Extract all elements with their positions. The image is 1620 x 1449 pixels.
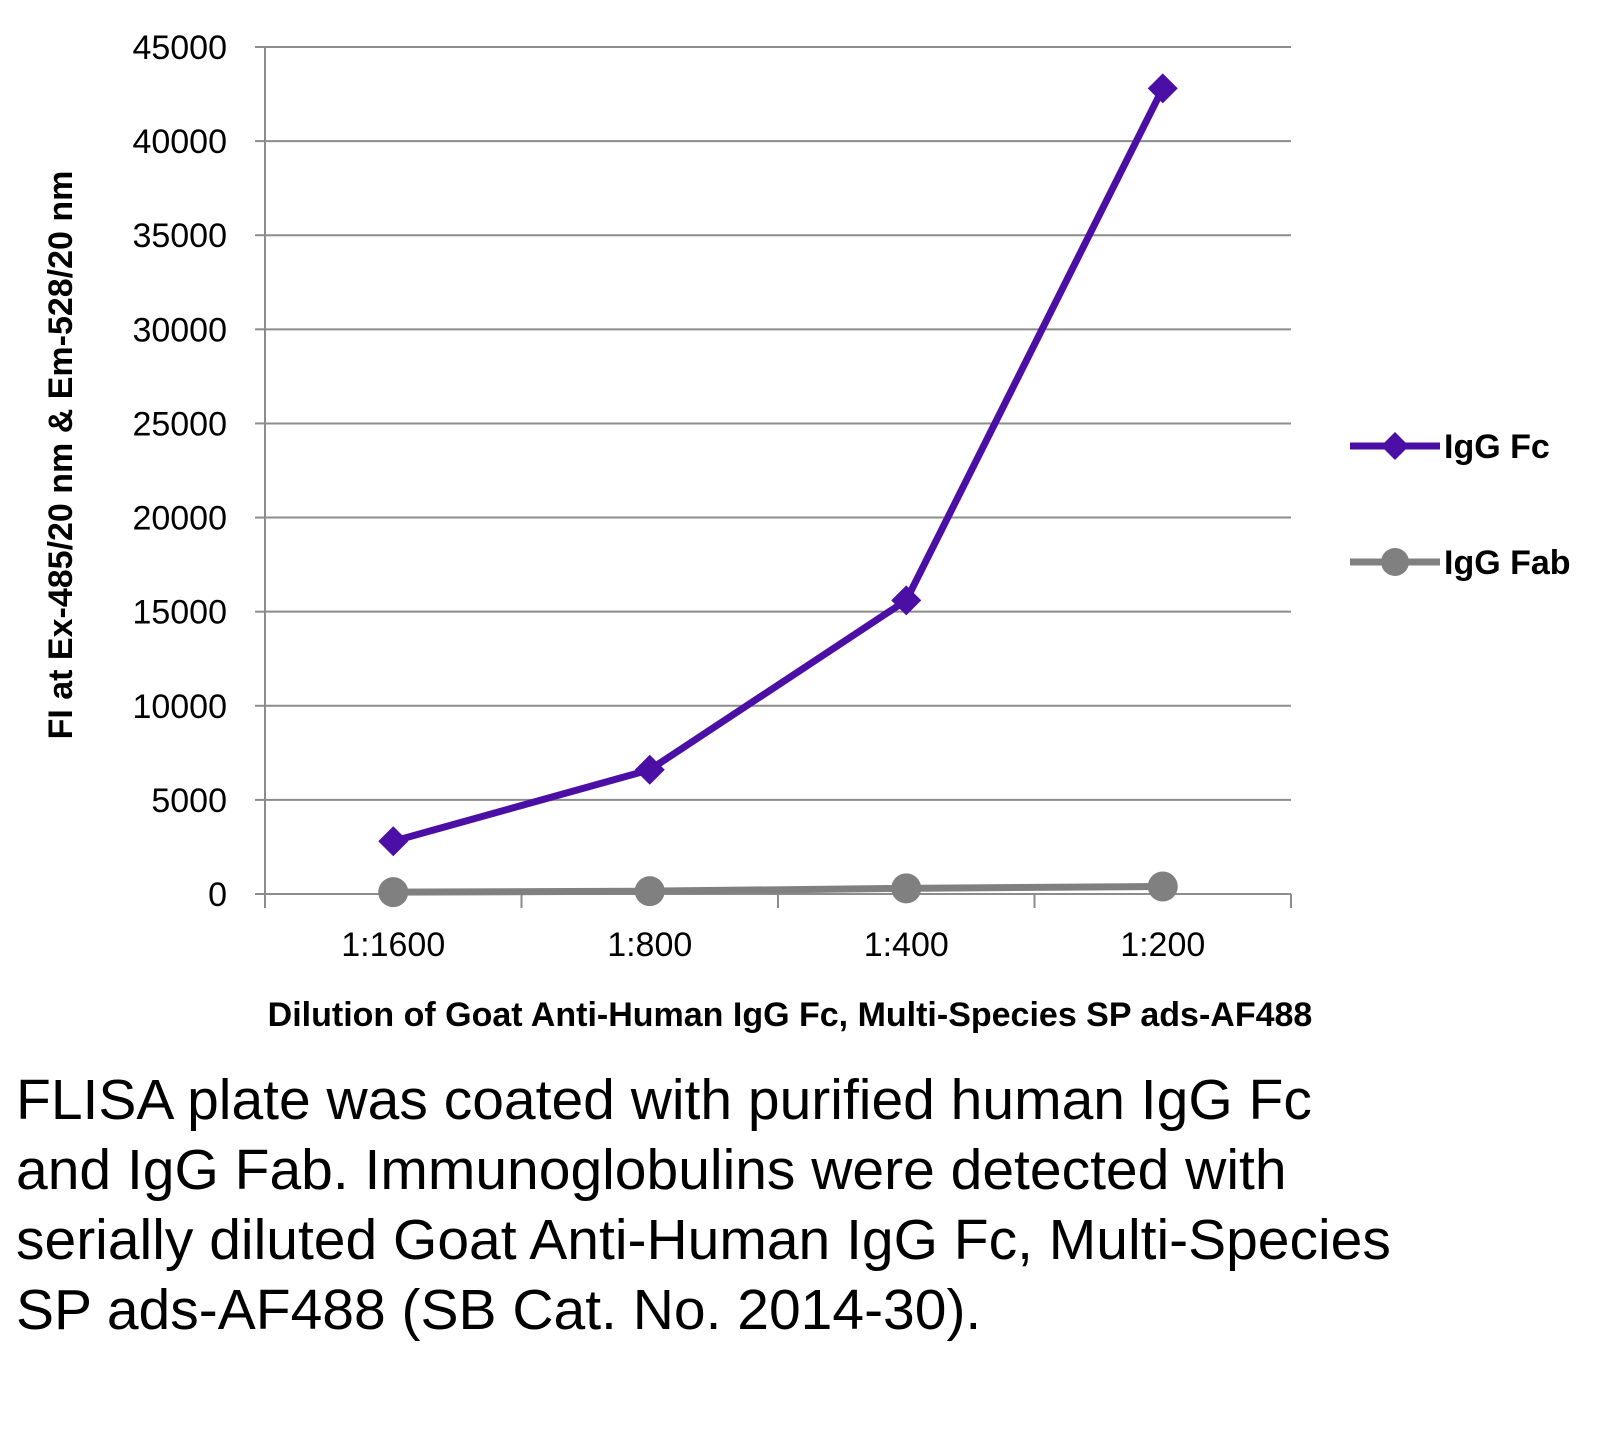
series-line bbox=[392, 86, 1166, 845]
y-tick-label: 10000 bbox=[132, 688, 227, 726]
x-tick-label: 1:800 bbox=[607, 926, 692, 964]
figure-caption: FLISA plate was coated with purified hum… bbox=[16, 1068, 1391, 1342]
series-igg-fab bbox=[378, 871, 1178, 908]
x-tick-label: 1:1600 bbox=[341, 926, 445, 964]
data-point bbox=[891, 585, 922, 616]
data-point bbox=[378, 877, 409, 908]
data-point bbox=[891, 873, 922, 904]
y-axis-title: FI at Ex-485/20 nm & Em-528/20 nm bbox=[42, 171, 80, 740]
data-point bbox=[634, 876, 665, 907]
y-tick-label: 5000 bbox=[151, 782, 227, 820]
y-tick-label: 0 bbox=[208, 876, 227, 914]
data-point bbox=[378, 826, 409, 857]
legend-item: IgG Fab bbox=[1350, 544, 1571, 582]
x-tick-label: 1:400 bbox=[864, 926, 949, 964]
data-point bbox=[1147, 73, 1178, 104]
y-tick-label: 35000 bbox=[132, 217, 227, 255]
legend: IgG Fc IgG Fab bbox=[1350, 428, 1571, 582]
series-igg-fc bbox=[378, 73, 1178, 857]
y-tick-label: 40000 bbox=[132, 123, 227, 161]
legend-item: IgG Fc bbox=[1350, 428, 1550, 466]
series-group bbox=[378, 73, 1178, 908]
chart: 0 5000 10000 15000 20000 25000 30000 35000 40000… bbox=[42, 29, 1571, 1034]
data-point bbox=[634, 754, 665, 785]
y-tick-label: 45000 bbox=[132, 29, 227, 67]
x-tick-label: 1:200 bbox=[1120, 926, 1205, 964]
legend-label: IgG Fc bbox=[1444, 428, 1550, 466]
axes: 0 5000 10000 15000 20000 25000 30000 35000 40000… bbox=[132, 29, 1292, 964]
x-axis-title: Dilution of Goat Anti-Human IgG Fc, Mult… bbox=[268, 996, 1313, 1034]
y-tick-label: 15000 bbox=[132, 594, 227, 632]
series-line bbox=[393, 882, 1163, 896]
legend-marker bbox=[1381, 432, 1409, 460]
y-tick-label: 20000 bbox=[132, 500, 227, 538]
y-tick-label: 30000 bbox=[132, 311, 227, 349]
legend-label: IgG Fab bbox=[1444, 544, 1571, 582]
data-point bbox=[1147, 871, 1178, 902]
gridlines bbox=[265, 46, 1291, 801]
legend-marker bbox=[1381, 548, 1409, 576]
y-tick-label: 25000 bbox=[132, 405, 227, 443]
